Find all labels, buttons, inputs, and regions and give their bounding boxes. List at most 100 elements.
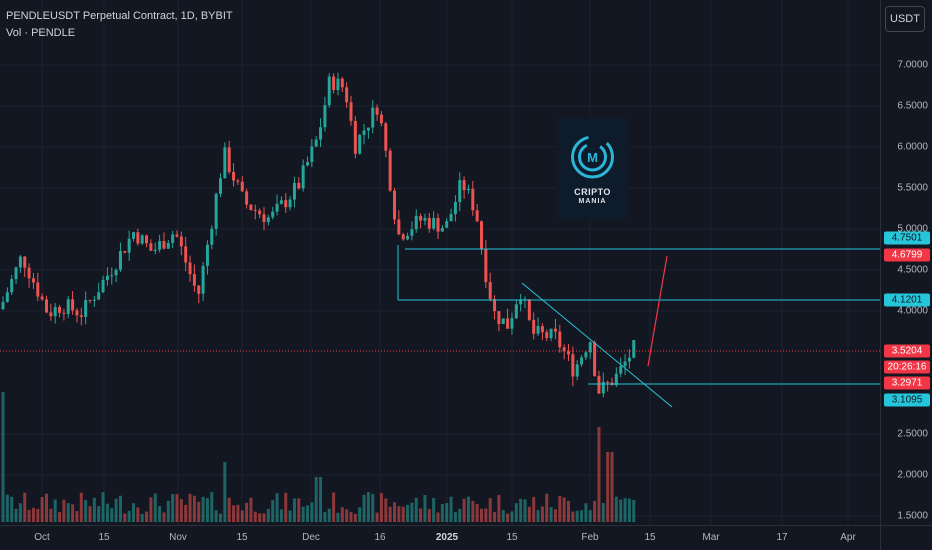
volume-bar — [1, 392, 5, 522]
price-label: 6.0000 — [897, 141, 928, 153]
volume-bar — [484, 508, 488, 522]
volume-bar — [84, 499, 88, 522]
candle-body — [23, 256, 27, 268]
volume-bar — [480, 508, 483, 522]
chart-pane[interactable]: PENDLEUSDT Perpetual Contract, 1D, BYBIT… — [0, 0, 880, 525]
volume-bar — [188, 493, 192, 522]
candle-body — [114, 269, 118, 276]
candle-body — [27, 267, 31, 279]
candle-body — [201, 265, 205, 294]
time-label: 15 — [506, 532, 518, 543]
candle-body — [414, 215, 418, 230]
price-axis[interactable]: 7.0000 6.5000 6.0000 5.5000 5.0000 4.5000 4.00… — [880, 0, 932, 525]
symbol-legend[interactable]: PENDLEUSDT Perpetual Contract, 1D, BYBIT — [6, 10, 233, 22]
volume-bar — [171, 494, 175, 522]
volume-bar — [488, 498, 492, 522]
candle-body — [166, 242, 170, 249]
candle-body — [632, 340, 636, 358]
price-label: 4.5000 — [897, 264, 928, 276]
volume-bar — [58, 512, 62, 522]
candle-body — [279, 200, 283, 204]
volume-bar — [423, 494, 427, 522]
volume-bar — [580, 510, 584, 522]
time-label: 2025 — [435, 532, 459, 543]
volume-bar — [562, 497, 566, 522]
candle-body — [205, 244, 209, 266]
candle-body — [588, 342, 592, 353]
volume-bar — [97, 506, 101, 522]
candle-body — [627, 357, 631, 362]
volume-bar — [301, 506, 305, 522]
volume-bar — [288, 510, 292, 522]
volume-bar — [140, 513, 144, 522]
volume-bar — [153, 493, 157, 522]
volume-bar — [340, 507, 344, 522]
candle-body — [332, 76, 336, 91]
volume-bar — [319, 477, 323, 522]
candle-body — [184, 246, 188, 263]
candle-body — [436, 217, 440, 232]
time-axis[interactable]: Oct 15 Nov 15 Dec 16 2025 15 Feb 15 Mar 17 Apr — [0, 525, 880, 550]
candle-body — [236, 180, 240, 182]
candle-body — [10, 279, 14, 293]
candle-body — [475, 210, 479, 222]
candle-body — [88, 299, 92, 301]
volume-bar — [27, 509, 31, 522]
volume-bar — [440, 504, 444, 522]
candle-body — [192, 274, 196, 286]
volume-bar — [445, 503, 449, 522]
candle-body — [149, 243, 153, 251]
volume-bar — [75, 511, 79, 522]
price-label: 1.5000 — [897, 510, 928, 522]
volume-bar — [275, 493, 279, 522]
currency-button[interactable]: USDT — [885, 6, 925, 32]
candle-body — [158, 241, 162, 250]
price-tag: 20:26:16 — [884, 360, 930, 374]
volume-bar — [514, 503, 518, 522]
volume-bar — [201, 496, 205, 522]
candle-body — [336, 78, 340, 91]
candle-body — [453, 202, 457, 215]
price-tag: 4.1201 — [884, 293, 930, 307]
volume-bar — [632, 499, 636, 522]
volume-bar — [136, 507, 140, 522]
volume-bar — [532, 497, 536, 522]
time-label: 16 — [374, 532, 386, 543]
price-tag: 4.7501 — [884, 231, 930, 245]
volume-bar — [536, 510, 540, 522]
logo-text-mania: MANIA — [578, 198, 607, 205]
candle-body — [497, 311, 501, 324]
volume-legend[interactable]: Vol · PENDLE — [6, 27, 76, 39]
volume-bar — [175, 494, 179, 522]
price-label: 5.0000 — [897, 223, 928, 235]
volume-bar — [497, 494, 501, 522]
candle-body — [558, 331, 562, 348]
volume-bar — [279, 509, 283, 522]
candle-body — [153, 249, 157, 251]
candle-body — [419, 215, 423, 221]
candle-body — [258, 210, 262, 215]
volume-bar — [436, 512, 440, 522]
volume-bar — [558, 496, 562, 522]
volume-bar — [332, 492, 336, 522]
candle-body — [31, 278, 35, 283]
candle-body — [471, 188, 475, 211]
candle-body — [179, 236, 183, 247]
volume-bar — [166, 500, 170, 522]
candle-body — [379, 114, 383, 124]
candle-body — [371, 107, 375, 128]
volume-bar — [458, 508, 462, 522]
volume-bar — [145, 511, 149, 522]
candle-body — [84, 299, 88, 317]
volume-bar — [253, 511, 257, 522]
price-chart[interactable] — [0, 0, 880, 525]
candle-body — [66, 299, 70, 314]
volume-bar — [258, 513, 262, 522]
volume-bar — [379, 493, 383, 522]
volume-bar — [314, 477, 318, 522]
volume-bar — [553, 509, 557, 522]
volume-bar — [371, 493, 375, 522]
volume-bar — [18, 503, 22, 522]
candle-body — [306, 161, 309, 166]
volume-bar — [597, 427, 601, 522]
